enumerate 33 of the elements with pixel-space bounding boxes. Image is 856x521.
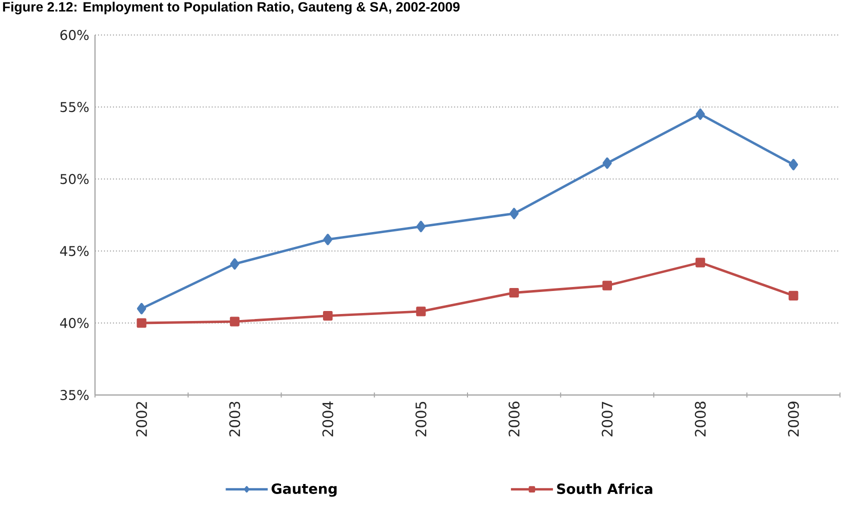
point: [416, 220, 426, 232]
point: [602, 157, 612, 169]
legend-label: South Africa: [557, 483, 652, 494]
y-tick-label: 40%: [60, 318, 89, 328]
point: [696, 258, 706, 268]
point: [323, 234, 332, 246]
point: [230, 258, 240, 270]
y-tick-label: 50%: [60, 174, 89, 184]
point: [509, 208, 519, 220]
x-tick-label: 2002: [136, 402, 148, 436]
y-tick-label: 60%: [60, 30, 89, 40]
x-tick-label: 2006: [508, 402, 520, 436]
point: [788, 290, 798, 300]
point: [696, 108, 705, 120]
point: [509, 288, 519, 298]
y-tick-label: 35%: [60, 390, 89, 400]
point: [136, 318, 146, 328]
point: [416, 306, 426, 316]
y-tick-label: 55%: [60, 102, 89, 112]
chart-title: Figure 2.12: Employment to Population Ratio, Gauteng & SA, 2002-2009: [3, 2, 460, 14]
x-tick-label: 2009: [788, 402, 799, 436]
x-tick-label: 2008: [694, 402, 706, 436]
point: [323, 311, 333, 321]
y-tick-label: 45%: [60, 246, 89, 256]
x-tick-label: 2007: [602, 402, 613, 436]
point: [788, 158, 798, 170]
x-tick-label: 2005: [415, 402, 426, 436]
point: [602, 280, 612, 290]
point: [136, 302, 146, 314]
x-tick-label: 2004: [322, 401, 334, 436]
x-tick-label: 2003: [229, 402, 240, 436]
legend-label: Gauteng: [272, 483, 337, 497]
point: [230, 316, 240, 326]
